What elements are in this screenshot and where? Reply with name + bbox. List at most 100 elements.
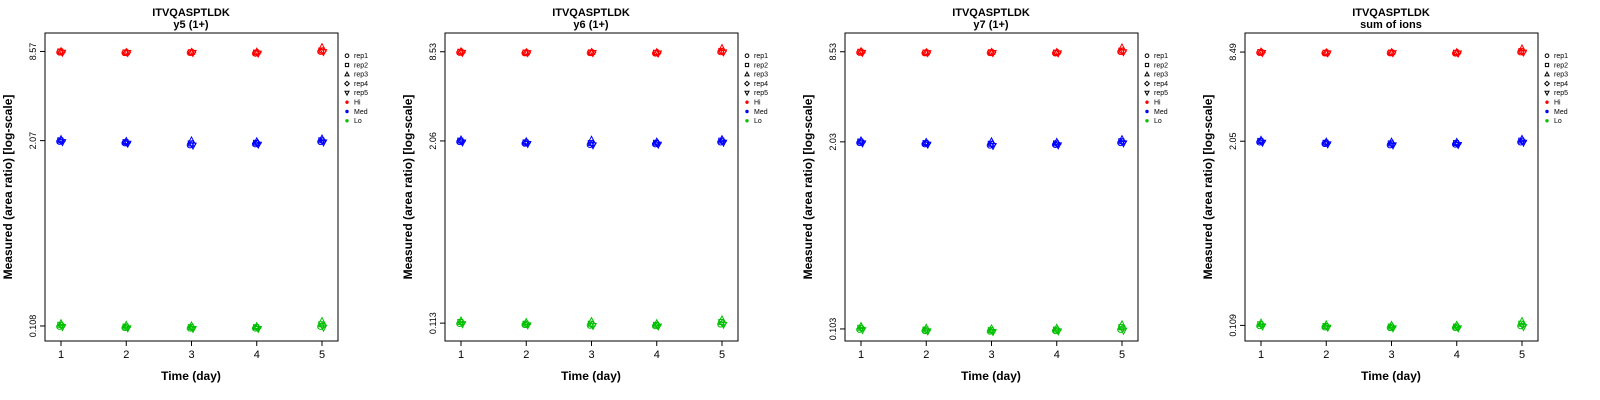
- legend-label: Hi: [754, 100, 761, 107]
- data-point: [458, 321, 467, 329]
- series-lo: [56, 316, 328, 334]
- level-dot-icon: [345, 100, 349, 104]
- y-axis-label: Measured (area ratio) [log-scale]: [1, 95, 15, 280]
- legend-label: rep3: [754, 72, 768, 79]
- x-tick-label: 1: [858, 349, 864, 361]
- triangle-up-marker-icon: [1544, 71, 1550, 77]
- legend-label: Lo: [1554, 118, 1562, 125]
- data-point: [319, 49, 328, 57]
- level-dot-icon: [745, 109, 749, 114]
- data-point: [58, 139, 67, 147]
- data-point: [1323, 50, 1332, 58]
- x-tick-label: 1: [458, 349, 464, 361]
- data-point: [1519, 49, 1528, 58]
- series-hi: [456, 43, 728, 58]
- triangle-down-marker-icon: [744, 90, 750, 97]
- series-hi: [56, 42, 328, 59]
- series-hi: [1256, 43, 1528, 58]
- legend-label: Med: [354, 109, 368, 116]
- data-point: [254, 50, 263, 59]
- diamond-marker-icon: [1144, 80, 1150, 87]
- series-med: [456, 134, 728, 150]
- legend-label: rep5: [354, 90, 368, 97]
- data-point: [189, 325, 197, 334]
- x-tick-label: 3: [588, 349, 594, 361]
- data-point: [654, 141, 663, 150]
- data-point: [654, 323, 663, 332]
- x-axis-label: Time (day): [561, 369, 621, 383]
- data-point: [589, 50, 597, 58]
- x-tick-label: 1: [58, 349, 64, 361]
- data-point: [923, 141, 932, 150]
- chart-subtitle: y7 (1+): [973, 19, 1008, 31]
- series-med: [856, 134, 1128, 151]
- plot-box: [844, 32, 1139, 342]
- y-tick-label: 8.53: [428, 43, 438, 61]
- data-point: [318, 316, 326, 324]
- level-dot-icon: [1145, 100, 1149, 104]
- data-point: [319, 324, 328, 333]
- y-tick-label: 0.109: [1228, 314, 1238, 337]
- circle-marker-icon: [1544, 53, 1550, 59]
- data-point: [654, 50, 663, 58]
- x-tick-label: 4: [254, 349, 260, 361]
- data-point: [923, 50, 932, 58]
- legend-label: rep1: [754, 53, 768, 60]
- chart-svg: ITVQASPTLDK sum of ions Time (day) Measu…: [1201, 7, 1568, 383]
- plot-area: 1 2 3 4 5 8.49 2.05 0.109 rep1 rep2 rep3 rep4 rep5 Hi…: [1228, 32, 1568, 361]
- chart-subtitle: y6 (1+): [573, 19, 608, 31]
- legend: rep1 rep2 rep3 rep4 rep5 Hi Med Lo: [744, 53, 768, 125]
- legend-label: rep2: [354, 62, 368, 69]
- legend-label: rep1: [1154, 53, 1168, 60]
- legend-label: rep5: [1154, 90, 1168, 97]
- x-tick-label: 5: [719, 349, 725, 361]
- level-dot-icon: [745, 119, 749, 123]
- data-point: [1389, 50, 1397, 58]
- legend-label: rep3: [1554, 72, 1568, 79]
- data-point: [923, 328, 932, 336]
- data-point: [1054, 50, 1063, 58]
- legend-label: rep4: [754, 81, 768, 88]
- data-point: [123, 140, 132, 149]
- data-point: [589, 142, 597, 150]
- legend-label: rep1: [1554, 53, 1568, 60]
- x-tick-label: 1: [1258, 349, 1264, 361]
- circle-marker-icon: [1144, 53, 1150, 59]
- data-point: [1454, 50, 1463, 58]
- data-point: [189, 49, 197, 58]
- triangle-down-marker-icon: [344, 90, 350, 97]
- data-point: [719, 49, 728, 57]
- data-point: [719, 321, 728, 330]
- chart-svg: ITVQASPTLDK y7 (1+) Time (day) Measured …: [801, 7, 1168, 383]
- series-med: [56, 134, 328, 151]
- data-point: [1258, 139, 1267, 148]
- plot-box: [1244, 32, 1539, 342]
- series-hi: [856, 42, 1128, 58]
- legend-label: rep3: [354, 72, 368, 79]
- chart-panel-y7: ITVQASPTLDK y7 (1+) Time (day) Measured …: [800, 0, 1200, 400]
- data-point: [523, 322, 532, 330]
- legend-label: rep2: [1154, 62, 1168, 69]
- legend-label: rep4: [354, 81, 368, 88]
- series-lo: [856, 319, 1128, 337]
- data-point: [1519, 139, 1528, 148]
- data-point: [1454, 142, 1463, 150]
- x-tick-label: 5: [319, 349, 325, 361]
- legend-label: rep3: [1154, 72, 1168, 79]
- legend-label: Hi: [354, 100, 361, 107]
- diamond-marker-icon: [744, 80, 750, 87]
- x-tick-label: 4: [1454, 349, 1460, 361]
- x-axis-label: Time (day): [961, 369, 1021, 383]
- data-point: [1119, 49, 1128, 57]
- data-point: [589, 322, 597, 331]
- plot-area: 1 2 3 4 5 8.53 2.03 0.103 rep1 rep2 rep3 rep4 rep5 Hi…: [828, 32, 1168, 361]
- level-dot-icon: [1145, 109, 1149, 114]
- data-point: [1258, 323, 1267, 332]
- level-dot-icon: [1545, 109, 1549, 114]
- data-point: [1389, 142, 1397, 150]
- data-point: [458, 49, 467, 58]
- legend-label: rep5: [754, 90, 768, 97]
- legend-label: rep4: [1154, 81, 1168, 88]
- data-point: [1518, 43, 1526, 52]
